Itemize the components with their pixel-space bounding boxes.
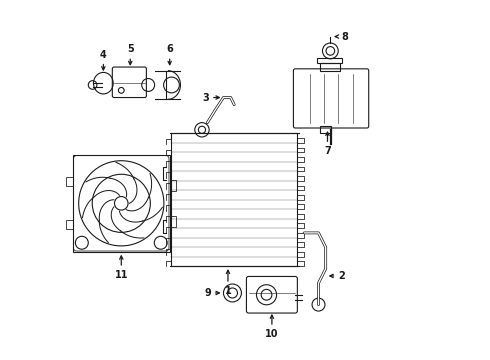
Bar: [172, 134, 297, 266]
Text: 9: 9: [204, 288, 211, 298]
Bar: [67, 220, 73, 229]
Text: 1: 1: [224, 286, 231, 296]
Text: 5: 5: [127, 45, 134, 54]
Bar: [170, 216, 176, 226]
Text: 11: 11: [115, 270, 128, 280]
Text: 10: 10: [265, 329, 279, 339]
Bar: [67, 177, 73, 186]
Bar: [170, 180, 176, 191]
Text: 7: 7: [324, 146, 331, 156]
Text: 4: 4: [100, 50, 107, 60]
Text: 6: 6: [166, 45, 173, 54]
Text: 2: 2: [338, 271, 345, 281]
Bar: [73, 155, 170, 252]
Bar: [317, 58, 342, 63]
Bar: [320, 63, 341, 71]
Text: 3: 3: [202, 93, 209, 103]
Text: 8: 8: [341, 32, 348, 41]
Bar: [320, 126, 331, 134]
